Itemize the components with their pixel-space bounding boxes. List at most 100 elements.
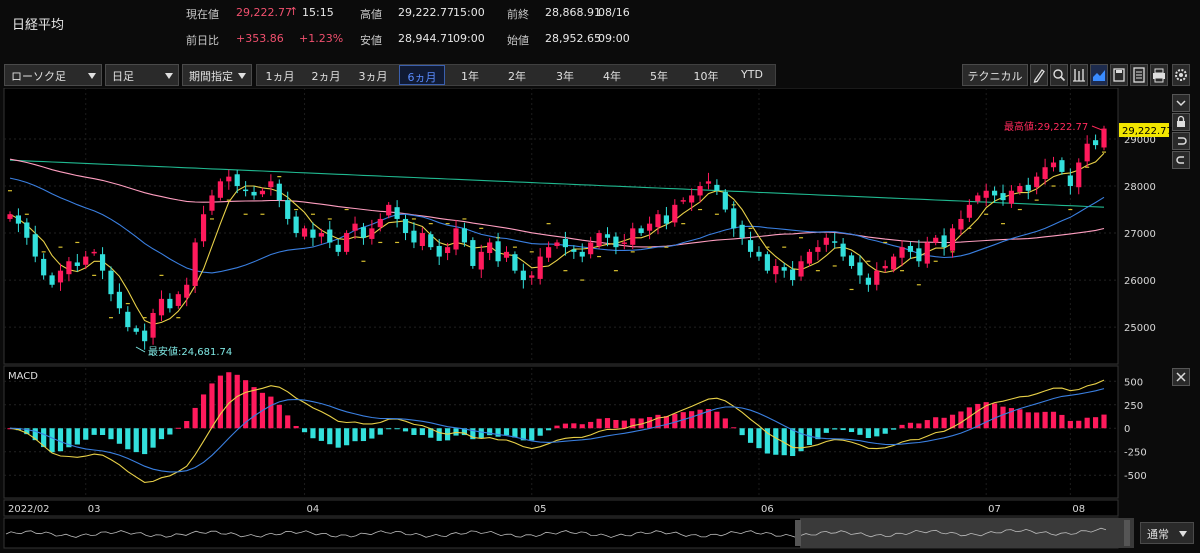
macd-bar (747, 428, 754, 443)
chart-type-value: ローソク足 (11, 70, 66, 83)
price-tick-label: 29000 (1124, 135, 1156, 146)
candle-body (512, 254, 518, 271)
macd-tick-label: 250 (1124, 401, 1143, 412)
macd-bar (377, 428, 383, 435)
macd-bar (99, 428, 106, 436)
macd-bar (571, 423, 577, 429)
print-icon[interactable] (1150, 64, 1168, 86)
date-tick-label: 03 (88, 504, 101, 515)
ma-xlong-line (9, 159, 1105, 208)
lock-icon[interactable] (1172, 113, 1190, 131)
candle-body (209, 195, 215, 211)
macd-bar (621, 420, 627, 429)
candle-body (360, 227, 367, 238)
document-icon[interactable] (1130, 64, 1148, 86)
period-ytd-button[interactable]: YTD (741, 68, 763, 81)
price-chart[interactable]: 25000 26000 27000 28000 29000 500 250 0 -250 -500… (0, 88, 1200, 553)
macd-bar (781, 428, 787, 456)
period-4y-button[interactable]: 4年 (603, 70, 621, 83)
macd-bar (1076, 420, 1082, 429)
macd-bar (301, 428, 308, 433)
candle-body (1076, 162, 1082, 188)
price-tick-label: 27000 (1124, 229, 1156, 240)
chevron-down-icon (88, 73, 96, 79)
period-1m-button[interactable]: 1ヵ月 (265, 70, 295, 83)
period-5y-button[interactable]: 5年 (650, 70, 668, 83)
candle-body (301, 228, 308, 237)
chevron-down-icon (165, 73, 173, 79)
reset-icon[interactable] (1172, 151, 1190, 169)
candle-body (865, 277, 871, 285)
bar-style-icon[interactable] (1070, 64, 1088, 86)
macd-bar (689, 411, 695, 429)
macd-bar (436, 428, 442, 441)
interval-select[interactable]: 日足 (105, 64, 179, 86)
period-10y-button[interactable]: 10年 (693, 70, 719, 83)
period-3m-button[interactable]: 3ヵ月 (358, 70, 388, 83)
candle-body (680, 200, 686, 202)
macd-tick-label: -250 (1124, 448, 1147, 459)
macd-bar (402, 428, 409, 432)
macd-bar (268, 396, 274, 429)
macd-bar (49, 428, 55, 453)
quote-header: 日経平均 現在値 29,222.77 ↑ 15:15 前日比 +353.86 +… (0, 0, 1200, 62)
macd-bar (310, 428, 316, 439)
candle-body (436, 245, 442, 257)
chart-type-select[interactable]: ローソク足 (4, 64, 102, 86)
high-label: 高値 (360, 8, 382, 21)
candle-body (293, 216, 299, 234)
navigator-handle-right[interactable] (1124, 520, 1130, 546)
last-price-tag (1119, 123, 1169, 137)
change-pct: +1.23% (299, 32, 344, 45)
macd-bar (857, 428, 863, 435)
save-icon[interactable] (1110, 64, 1128, 86)
change-label: 前日比 (186, 34, 219, 47)
period-1y-button[interactable]: 1年 (461, 70, 479, 83)
period-buttons: 1ヵ月 2ヵ月 3ヵ月 6ヵ月 1年 2年 3年 4年 5年 10年 YTD (256, 64, 776, 86)
macd-bar (832, 428, 838, 430)
settings-icon[interactable] (1172, 64, 1190, 86)
candle-body (268, 181, 274, 188)
period-6m-button[interactable]: 6ヵ月 (399, 65, 445, 85)
navigator-handle-left[interactable] (795, 520, 801, 546)
macd-bar (57, 428, 64, 452)
pencil-icon[interactable] (1030, 64, 1048, 86)
macd-bar (108, 428, 114, 440)
candle-body (689, 195, 695, 203)
candle-body (1008, 190, 1015, 204)
date-tick-label: 07 (988, 504, 1001, 515)
period-mode-select[interactable]: 期間指定 (182, 64, 252, 86)
candle-body (806, 251, 813, 264)
macd-bar (638, 418, 644, 429)
undo-icon[interactable] (1172, 132, 1190, 150)
candle-body (613, 236, 619, 248)
macd-bar (125, 428, 131, 450)
navigator-selection[interactable] (800, 518, 1134, 548)
scroll-down-icon[interactable] (1172, 94, 1190, 112)
current-value: 29,222.77 (236, 6, 292, 19)
candle-body (596, 233, 602, 246)
period-2y-button[interactable]: 2年 (508, 70, 526, 83)
candle-body (857, 262, 863, 276)
macd-bar (798, 428, 804, 452)
candle-body (646, 223, 653, 231)
area-style-icon[interactable] (1090, 64, 1108, 86)
navigator-mode-select[interactable]: 通常 (1140, 522, 1194, 544)
candle-body (1025, 184, 1031, 191)
period-3y-button[interactable]: 3年 (556, 70, 574, 83)
candle-body (327, 229, 333, 243)
macd-bar (83, 428, 89, 440)
macd-bar (899, 424, 905, 429)
candle-body (1050, 162, 1057, 168)
macd-bar (158, 428, 165, 440)
candle-body (184, 284, 190, 298)
candle-body (99, 254, 106, 271)
macd-bar (975, 403, 981, 429)
date-tick-label: 08 (1072, 504, 1085, 515)
macd-bar (1084, 417, 1090, 429)
macd-bar (891, 428, 897, 430)
period-2m-button[interactable]: 2ヵ月 (311, 70, 341, 83)
close-macd-icon[interactable] (1172, 368, 1190, 386)
zoom-icon[interactable] (1050, 64, 1068, 86)
technical-button[interactable]: テクニカル (962, 64, 1028, 86)
